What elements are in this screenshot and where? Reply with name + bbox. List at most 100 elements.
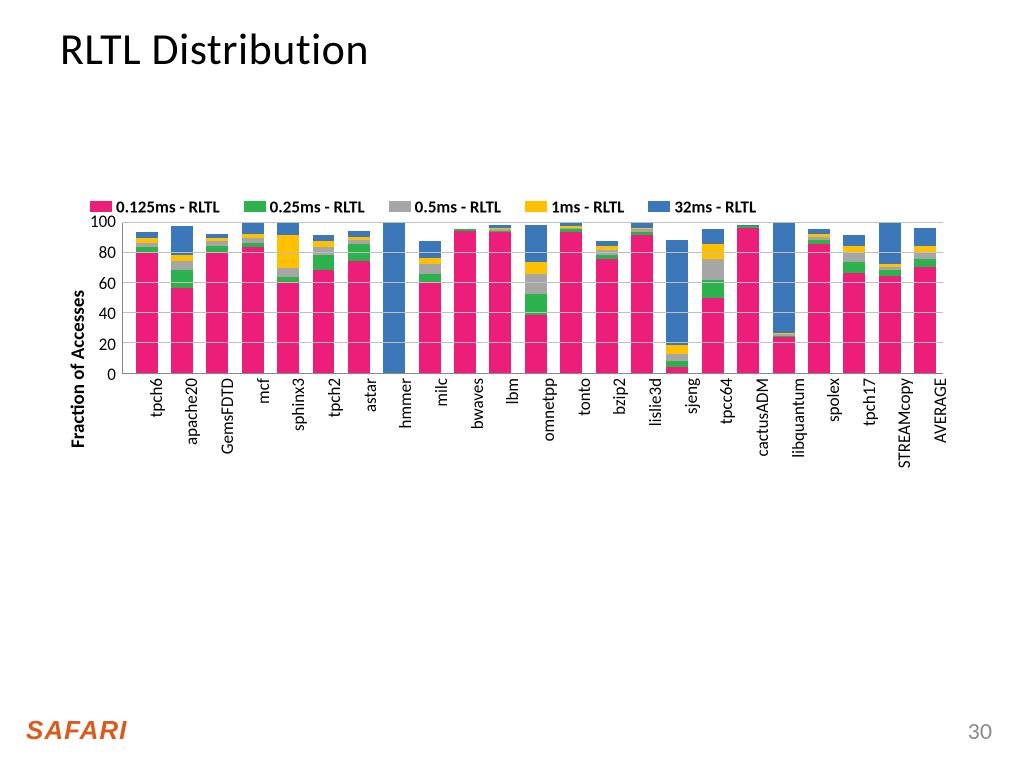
- legend-label: 0.125ms - RLTL: [116, 196, 220, 217]
- stacked-bar: [596, 241, 618, 373]
- bar-slot: [483, 223, 518, 373]
- bar-slot: [235, 223, 270, 373]
- bar-slot: [907, 223, 942, 373]
- bar-segment: [843, 262, 865, 273]
- bar-slot: [872, 223, 907, 373]
- stacked-bar: [631, 223, 653, 373]
- bar-segment: [879, 276, 901, 374]
- bar-segment: [313, 255, 335, 270]
- stacked-bar: [136, 232, 158, 373]
- x-tick-label: bwaves: [449, 374, 485, 514]
- bar-segment: [596, 259, 618, 373]
- gridline: [123, 282, 943, 283]
- legend-swatch: [389, 201, 411, 212]
- bar-segment: [383, 223, 405, 373]
- bar-segment: [171, 270, 193, 288]
- stacked-bar: [277, 223, 299, 373]
- x-tick-label: STREAMcopy: [877, 374, 913, 514]
- bar-segment: [419, 241, 441, 258]
- bar-slot: [341, 223, 376, 373]
- stacked-bar: [702, 229, 724, 373]
- gridline: [123, 342, 943, 343]
- bar-slot: [589, 223, 624, 373]
- x-tick-label: lislie3d: [627, 374, 663, 514]
- stacked-bar: [808, 229, 830, 373]
- legend-item: 0.5ms - RLTL: [389, 195, 501, 217]
- x-tick-label: lbm: [484, 374, 520, 514]
- x-tick-label: bzip2: [591, 374, 627, 514]
- y-tick: 0: [90, 366, 116, 383]
- bar-segment: [277, 223, 299, 235]
- bar-segment: [666, 240, 688, 345]
- bar-segment: [666, 354, 688, 362]
- bar-segment: [136, 253, 158, 373]
- x-tick-label: libquantum: [770, 374, 806, 514]
- stacked-bar: [560, 223, 582, 373]
- bar-segment: [843, 273, 865, 374]
- legend-label: 0.5ms - RLTL: [415, 196, 501, 217]
- bar-segment: [171, 261, 193, 270]
- y-tick: 100: [90, 213, 116, 230]
- bar-slot: [270, 223, 305, 373]
- x-axis-labels: tpch6apache20GemsFDTDmcfsphinx3tpch2asta…: [122, 374, 948, 514]
- bar-segment: [348, 261, 370, 374]
- bar-slot: [447, 223, 482, 373]
- y-tick: 60: [90, 275, 116, 292]
- stacked-bar: [383, 223, 405, 373]
- bar-segment: [843, 235, 865, 246]
- legend-label: 1ms - RLTL: [551, 196, 624, 217]
- y-axis-label: Fraction of Accesses: [65, 223, 90, 514]
- x-tick-label: apache20: [164, 374, 200, 514]
- gridline: [123, 222, 943, 223]
- legend-item: 1ms - RLTL: [525, 195, 624, 217]
- bar-segment: [277, 283, 299, 373]
- page-number: 30: [968, 717, 992, 746]
- bar-segment: [313, 270, 335, 374]
- y-tick: 80: [90, 244, 116, 261]
- stacked-bar: [737, 225, 759, 374]
- legend-label: 0.25ms - RLTL: [270, 196, 365, 217]
- x-tick-label: tpcc64: [698, 374, 734, 514]
- y-tick: 40: [90, 305, 116, 322]
- x-tick-label: tpch6: [128, 374, 164, 514]
- x-tick-label: GemsFDTD: [199, 374, 235, 514]
- stacked-bar: [879, 223, 901, 373]
- bar-slot: [837, 223, 872, 373]
- bar-segment: [313, 247, 335, 255]
- bar-segment: [242, 223, 264, 234]
- bar-slot: [377, 223, 412, 373]
- bar-segment: [914, 228, 936, 246]
- legend-item: 0.25ms - RLTL: [244, 195, 365, 217]
- bar-segment: [525, 274, 547, 294]
- x-tick-label: tpch2: [306, 374, 342, 514]
- bar-segment: [419, 283, 441, 373]
- bar-slot: [660, 223, 695, 373]
- bar-segment: [702, 229, 724, 244]
- bar-segment: [525, 262, 547, 274]
- x-tick-label: tonto: [556, 374, 592, 514]
- stacked-bar: [419, 241, 441, 373]
- x-tick-label: omnetpp: [520, 374, 556, 514]
- stacked-bar: [843, 235, 865, 373]
- bar-slot: [306, 223, 341, 373]
- bar-segment: [171, 288, 193, 374]
- x-tick-label: milc: [413, 374, 449, 514]
- bar-segment: [879, 223, 901, 264]
- chart-legend: 0.125ms - RLTL 0.25ms - RLTL 0.5ms - RLTL 1…: [65, 195, 965, 223]
- x-tick-label: astar: [342, 374, 378, 514]
- bar-slot: [766, 223, 801, 373]
- x-tick-label: AVERAGE: [912, 374, 948, 514]
- bar-slot: [801, 223, 836, 373]
- bar-segment: [525, 225, 547, 263]
- legend-label: 32ms - RLTL: [674, 196, 756, 217]
- legend-swatch: [244, 201, 266, 212]
- legend-swatch: [648, 201, 670, 212]
- stacked-bar: [454, 229, 476, 373]
- bar-segment: [702, 259, 724, 280]
- bar-segment: [914, 259, 936, 267]
- x-tick-label: sphinx3: [270, 374, 306, 514]
- bar-segment: [277, 268, 299, 277]
- legend-item: 32ms - RLTL: [648, 195, 756, 217]
- stacked-bar: [313, 235, 335, 373]
- x-tick-label: sjeng: [663, 374, 699, 514]
